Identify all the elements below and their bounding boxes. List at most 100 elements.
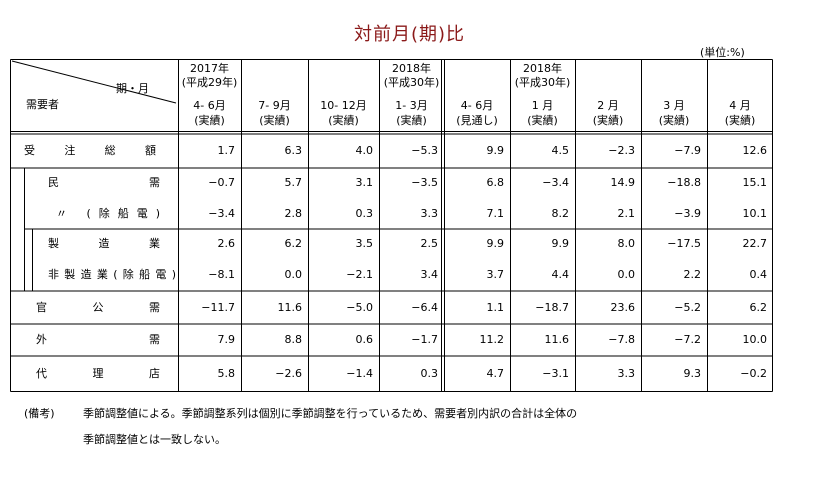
row-label: 代 理 店 [36,367,160,380]
table-cell: −3.9 [674,207,701,220]
notes-label: (備考) [24,407,55,420]
row-label: 製 造 業 [48,237,160,250]
column-header-line: (実績) [527,114,558,127]
page-title: 対前月(期)比 [353,24,466,45]
unit-label: (単位:%) [700,46,745,59]
table-cell: −5.3 [411,144,438,157]
table-cell: 3.3 [617,367,636,380]
corner-diagonal [11,60,177,104]
table-cell: 1.1 [486,301,505,314]
table-cell: 2.1 [617,207,636,220]
table-cell: 0.0 [284,268,303,281]
table-cell: 22.7 [742,237,768,250]
table-cell: −1.4 [346,367,373,380]
table-cell: −17.5 [667,237,701,250]
row-label: 民 需 [48,176,160,189]
table-cell: 0.3 [355,207,374,220]
table-cell: −1.7 [411,333,438,346]
column-header-line: 4 月 [729,99,751,112]
table-cell: 14.9 [610,176,636,189]
column-header-line: 1 月 [531,99,554,112]
table-cell: −7.2 [674,333,701,346]
table-cell: −0.2 [740,367,767,380]
row-label: 外 需 [36,333,160,346]
table-cell: 4.7 [486,367,505,380]
column-header-line: (実績) [592,114,624,127]
table-cell: 9.3 [683,367,702,380]
table-cell: 4.0 [355,144,374,157]
column-header-line: 2 月 [597,99,619,112]
table-cell: 7.1 [486,207,505,220]
table-cell: 0.3 [420,367,439,380]
table-cell: 8.0 [617,237,636,250]
table-cell: 4.4 [551,268,570,281]
notes-line-2: 季節調整値とは一致しない。 [83,433,226,446]
column-header-line: (実績) [396,114,427,127]
column-header-line: (平成30年) [514,76,571,89]
row-label: 〃 (除船電) [56,207,160,220]
table-cell: 23.6 [610,301,636,314]
column-header-line: (実績) [328,114,359,127]
table-cell: 11.6 [544,333,570,346]
column-header-line: 7- 9月 [258,99,291,112]
table-cell: 5.7 [284,176,303,189]
column-header-line: (平成29年) [181,76,238,89]
data-table: 期・月 需要者 2017年 (平成29年) 4- 6月 (実績) 7- 9月 (実績) 10- … [10,59,773,392]
table-cell: −3.5 [411,176,438,189]
table-cell: −3.4 [208,207,235,220]
table-cell: 5.8 [217,367,236,380]
column-header-line: (実績) [724,114,756,127]
table-cell: 2.2 [683,268,702,281]
column-header-line: (実績) [658,114,690,127]
table-cell: 6.3 [284,144,303,157]
table-cell: 7.9 [217,333,236,346]
table-cell: 3.7 [486,268,505,281]
table-cell: 11.2 [479,333,505,346]
table-cell: 8.2 [551,207,570,220]
column-header-line: 1- 3月 [395,99,428,112]
column-header-line: 3 月 [663,99,685,112]
table-cell: 3.5 [355,237,374,250]
table-cell: −2.1 [346,268,373,281]
notes-line-1: 季節調整値による。季節調整系列は個別に季節調整を行っているため、需要者別内訳の合… [83,407,578,420]
table-grid [10,59,773,392]
table-cell: −2.3 [608,144,635,157]
column-header-line: (平成30年) [383,76,440,89]
table-cell: 8.8 [284,333,303,346]
column-header-line: (実績) [194,114,225,127]
table-cell: 3.4 [420,268,439,281]
table-cell: 9.9 [486,237,505,250]
table-cell: −6.4 [411,301,438,314]
table-cell: −7.9 [674,144,701,157]
column-header-line: 4- 6月 [193,99,226,112]
table-cell: 9.9 [551,237,570,250]
table-cell: 15.1 [742,176,768,189]
corner-demand-label: 需要者 [26,98,59,111]
column-header-line: 10- 12月 [320,99,367,112]
row-label: 官 公 需 [36,301,160,314]
table-cell: −3.4 [542,176,569,189]
table-cell: 6.2 [749,301,768,314]
table-cell: −18.8 [667,176,701,189]
table-cell: 9.9 [486,144,505,157]
table-cell: −7.8 [608,333,635,346]
table-cell: −18.7 [535,301,569,314]
table-cell: −5.2 [674,301,701,314]
table-cell: 4.5 [551,144,570,157]
corner-period-label: 期・月 [116,82,149,95]
table-cell: 3.1 [355,176,374,189]
table-cell: −3.1 [542,367,569,380]
table-cell: 12.6 [742,144,768,157]
table-cell: 0.0 [617,268,636,281]
table-cell: −8.1 [208,268,235,281]
row-label: 受 注 総 額 [24,144,156,157]
table-cell: 10.1 [742,207,768,220]
column-header-line: (見通し) [456,114,498,127]
table-cell: 0.4 [749,268,768,281]
table-cell: −0.7 [208,176,235,189]
table-cell: 2.6 [217,237,236,250]
table-cell: 6.2 [284,237,303,250]
table-cell: 3.3 [420,207,439,220]
table-cell: 10.0 [742,333,768,346]
column-header-line: 2018年 [392,62,431,75]
